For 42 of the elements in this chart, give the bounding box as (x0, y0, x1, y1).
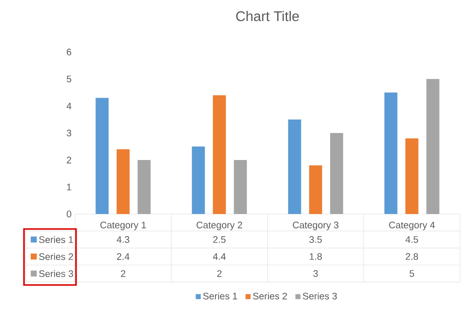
data-label: 3.5 (309, 236, 322, 243)
bar (234, 160, 247, 214)
data-label: 5 (410, 270, 414, 277)
bar (426, 79, 440, 214)
data-label: 2 (120, 270, 126, 277)
x-tick-label: Category 4 (389, 222, 435, 230)
legend-label: Series 2 (39, 253, 74, 260)
text: Series 2 (253, 292, 287, 300)
bar (405, 138, 418, 214)
bar (309, 165, 322, 214)
data-label: 4.5 (405, 236, 418, 243)
x-tick-label: Category 1 (100, 222, 146, 230)
y-tick-label: 5 (66, 76, 72, 82)
data-label: 1.8 (310, 253, 322, 260)
x-tick-label: Category 3 (292, 222, 338, 230)
x-tick-label: Category 2 (196, 222, 242, 230)
y-tick-label: 6 (66, 48, 72, 56)
bar (288, 120, 302, 214)
bar (138, 160, 151, 214)
y-tick-label: 1 (67, 184, 72, 190)
bar (116, 149, 130, 214)
bar (384, 92, 398, 214)
chart-title: Chart Title (236, 10, 299, 22)
data-label: 2 (217, 270, 222, 277)
data-label: 2.4 (116, 253, 130, 260)
bar (330, 133, 344, 214)
y-tick-label: 2 (66, 156, 72, 164)
y-tick-label: 3 (66, 130, 72, 136)
bar (212, 95, 226, 214)
y-tick-label: 0 (66, 210, 72, 218)
data-label: 3 (313, 270, 318, 277)
text: Series 3 (39, 270, 74, 278)
bar (96, 98, 109, 214)
data-label: 2.5 (213, 236, 226, 243)
data-label: 4.3 (116, 236, 130, 243)
data-label: 2.8 (406, 253, 418, 260)
bar (192, 146, 205, 214)
text: Series 1 (203, 292, 238, 300)
y-tick-label: 4 (66, 102, 72, 110)
legend-label: Series 1 (39, 236, 74, 244)
legend-label: Series 3 (302, 292, 337, 300)
data-label: 4.4 (212, 253, 226, 260)
